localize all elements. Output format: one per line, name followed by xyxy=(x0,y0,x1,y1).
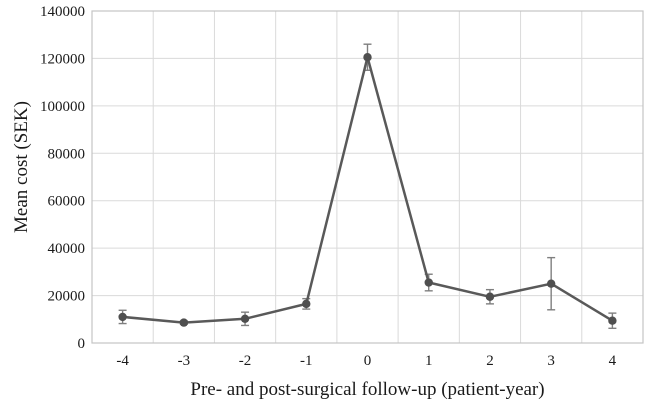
data-point-marker xyxy=(302,299,311,309)
data-points xyxy=(118,53,617,327)
x-tick-label: 2 xyxy=(486,353,494,369)
x-tick-label: -2 xyxy=(239,353,252,369)
x-tick-label: -3 xyxy=(178,353,191,369)
data-point-marker xyxy=(546,279,556,288)
data-point-marker xyxy=(608,316,617,325)
y-tick-labels: 0 20000 40000 60000 80000 100000 120000 140000 xyxy=(40,4,85,352)
data-point-marker xyxy=(485,292,495,301)
data-point-marker xyxy=(118,312,127,322)
x-tick-label: 0 xyxy=(364,353,372,369)
data-point-marker xyxy=(240,314,250,324)
y-tick-label: 100000 xyxy=(40,99,85,115)
y-tick-label: 80000 xyxy=(48,146,86,162)
y-tick-label: 60000 xyxy=(48,194,86,210)
data-point-marker xyxy=(424,278,433,287)
x-tick-labels: -4 -3 -2 -1 0 1 2 3 4 xyxy=(116,353,616,369)
x-axis-title: Pre- and post-surgical follow-up (patien… xyxy=(190,379,545,400)
y-tick-label: 0 xyxy=(78,336,86,352)
data-line xyxy=(121,55,614,324)
x-tick-label: 1 xyxy=(425,353,433,369)
data-point-marker xyxy=(363,53,372,62)
x-tick-label: 3 xyxy=(547,353,555,369)
gridlines xyxy=(92,10,643,344)
x-tick-label: 4 xyxy=(609,353,617,369)
data-point-marker xyxy=(179,318,189,327)
x-tick-label: -1 xyxy=(300,353,313,369)
y-tick-label: 20000 xyxy=(48,289,86,305)
y-tick-label: 140000 xyxy=(40,4,85,20)
y-axis-title-text: Mean cost (SEK) xyxy=(11,101,32,233)
plot-border xyxy=(91,10,644,344)
y-tick-label: 120000 xyxy=(40,51,85,67)
x-tick-label: -4 xyxy=(116,353,129,369)
y-tick-label: 40000 xyxy=(48,241,86,257)
